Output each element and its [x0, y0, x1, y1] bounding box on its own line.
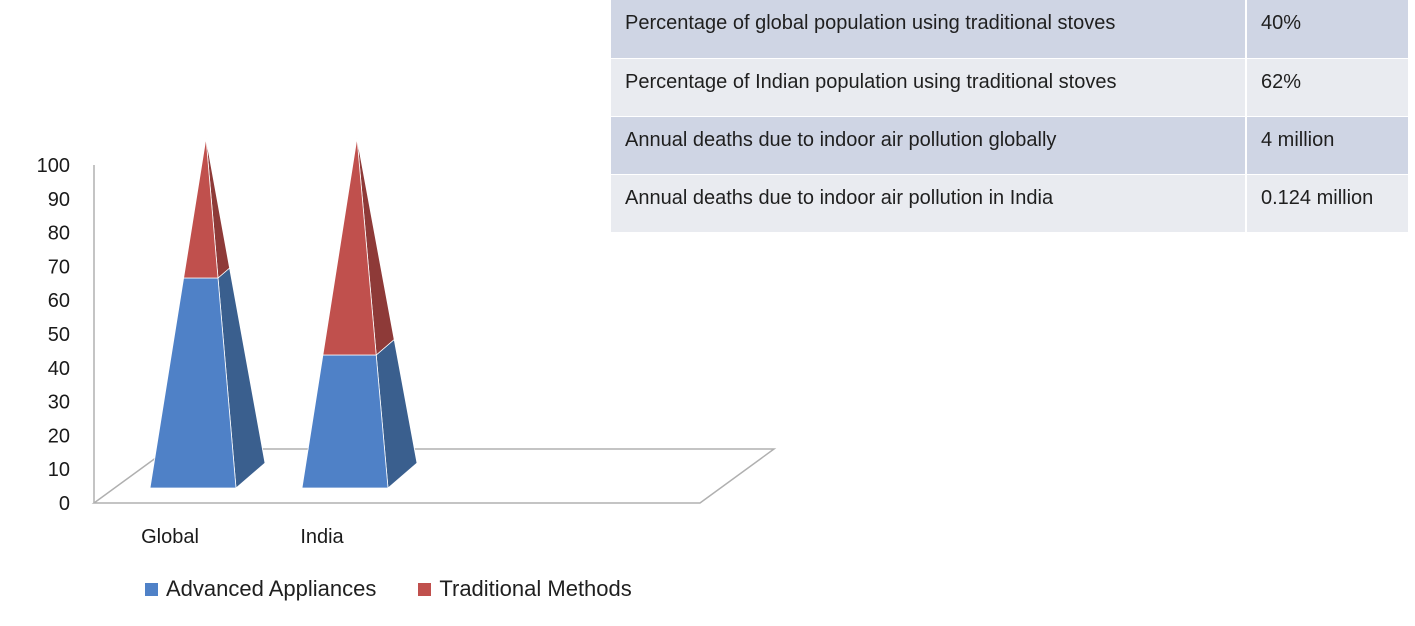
table-row: Percentage of global population using tr…	[611, 0, 1408, 59]
x-axis-labels: Global India	[141, 526, 344, 548]
pyramid-front-face	[183, 137, 219, 279]
table-cell-value: 4 million	[1246, 116, 1408, 175]
table-cell-label: Percentage of Indian population using tr…	[611, 58, 1247, 117]
pyramid-segment-global-traditional	[183, 137, 231, 279]
y-tick-label: 30	[48, 392, 70, 414]
y-tick-label: 90	[48, 189, 70, 211]
y-axis-ticks: 0 10 20 30 40 50 60 70 80 90 100	[37, 155, 70, 515]
pyramid-segment-global-advanced	[149, 267, 266, 489]
table-row: Annual deaths due to indoor air pollutio…	[611, 174, 1408, 233]
legend-item-traditional: Traditional Methods	[418, 576, 632, 602]
legend-label-advanced: Advanced Appliances	[166, 576, 377, 601]
legend-swatch-traditional	[418, 582, 432, 596]
pyramid-segment-india-traditional	[322, 137, 395, 356]
stats-table: Percentage of global population using tr…	[611, 0, 1408, 233]
y-tick-label: 60	[48, 290, 70, 312]
y-tick-label: 70	[48, 256, 70, 278]
y-tick-label: 0	[59, 493, 70, 515]
y-tick-label: 80	[48, 223, 70, 245]
table-cell-value: 62%	[1246, 58, 1408, 117]
legend-label-traditional: Traditional Methods	[439, 576, 632, 601]
pyramid-segment-india-advanced	[301, 338, 418, 489]
pyramid-series	[149, 137, 418, 489]
table-cell-value: 40%	[1246, 0, 1408, 59]
y-tick-label: 10	[48, 459, 70, 481]
table-cell-label: Annual deaths due to indoor air pollutio…	[611, 174, 1247, 233]
y-tick-label: 50	[48, 324, 70, 346]
table-row: Percentage of Indian population using tr…	[611, 58, 1408, 117]
y-tick-label: 40	[48, 358, 70, 380]
pyramid-chart: 0 10 20 30 40 50 60 70 80 90 100 Global India	[37, 137, 777, 548]
table-cell-label: Annual deaths due to indoor air pollutio…	[611, 116, 1247, 175]
legend-swatch-advanced	[145, 582, 158, 596]
y-tick-label: 100	[37, 155, 70, 177]
pyramid-front-face	[322, 137, 377, 356]
x-tick-label: Global	[141, 526, 199, 548]
chart-legend: Advanced Appliances Traditional Methods	[145, 576, 632, 602]
table-cell-label: Percentage of global population using tr…	[611, 0, 1247, 59]
y-tick-label: 20	[48, 425, 70, 447]
legend-item-advanced: Advanced Appliances	[145, 576, 376, 602]
table-cell-value: 0.124 million	[1246, 174, 1408, 233]
table-row: Annual deaths due to indoor air pollutio…	[611, 116, 1408, 175]
x-tick-label: India	[300, 526, 344, 548]
pyramid-front-face	[301, 354, 389, 489]
